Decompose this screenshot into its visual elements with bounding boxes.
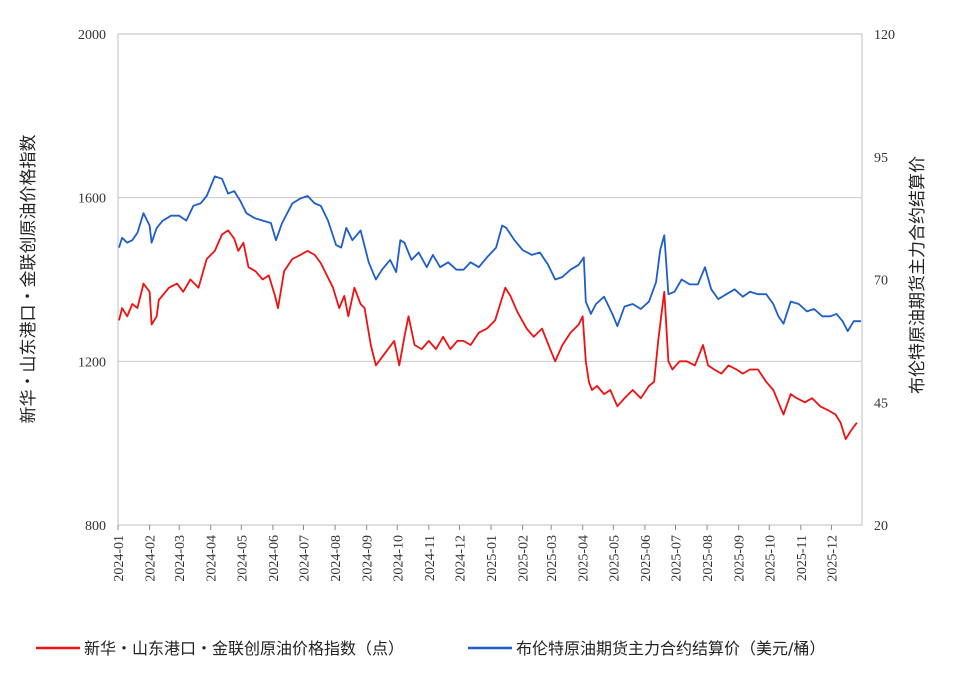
x-tick-label: 2024-06 [267, 535, 282, 582]
x-tick-label: 2024-09 [361, 535, 376, 582]
x-tick-label: 2025-08 [701, 535, 716, 582]
left-tick-label: 1600 [78, 192, 106, 207]
x-tick-label: 2025-11 [795, 535, 810, 581]
right-tick-label: 70 [874, 274, 888, 289]
x-tick-label: 2025-05 [607, 535, 622, 582]
right-axis-title: 布伦特原油期货主力合约结算价 [908, 156, 928, 394]
x-tick-label: 2024-12 [453, 535, 468, 582]
x-tick-label: 2025-03 [545, 535, 560, 582]
x-tick-label: 2024-07 [297, 535, 312, 582]
left-tick-label: 800 [85, 519, 106, 534]
x-tick-label: 2024-01 [112, 535, 127, 582]
x-axis-ticks: 2024-01 2024-02 2024-03 2024-04 2024-05 2024-… [112, 525, 840, 582]
series-line-index [118, 229, 858, 440]
x-tick-label: 2024-08 [329, 535, 344, 582]
x-tick-label: 2024-04 [205, 535, 220, 582]
left-axis-title: 新华・山东港口・金联创原油价格指数 [19, 135, 39, 424]
x-tick-label: 2025-07 [669, 535, 684, 582]
plot-area [117, 33, 863, 526]
legend-label-index: 新华・山东港口・金联创原油价格指数（点） [84, 639, 404, 658]
right-tick-label: 45 [874, 396, 888, 411]
right-tick-label: 120 [874, 28, 895, 43]
legend-label-brent: 布伦特原油期货主力合约结算价（美元/桶） [516, 639, 825, 658]
x-tick-label: 2024-10 [391, 535, 406, 582]
left-tick-label: 1200 [78, 355, 106, 370]
right-axis-ticks: 20 45 70 95 120 [874, 28, 895, 534]
gridlines [118, 197, 862, 362]
right-tick-label: 20 [874, 519, 888, 534]
x-tick-label: 2025-06 [639, 535, 654, 582]
x-tick-label: 2025-04 [577, 535, 592, 582]
x-tick-label: 2025-02 [517, 535, 532, 582]
x-tick-label: 2024-05 [235, 535, 250, 582]
legend: 新华・山东港口・金联创原油价格指数（点） 布伦特原油期货主力合约结算价（美元/桶… [36, 639, 825, 658]
left-axis-ticks: 800 1200 1600 2000 [78, 28, 106, 534]
series-line-brent [118, 175, 861, 332]
x-tick-label: 2025-01 [485, 535, 500, 582]
series-lines [118, 175, 861, 440]
x-tick-label: 2025-12 [825, 535, 840, 582]
x-tick-label: 2025-09 [733, 535, 748, 582]
x-tick-label: 2024-03 [173, 535, 188, 582]
left-tick-label: 2000 [78, 28, 106, 43]
x-tick-label: 2024-11 [423, 535, 438, 581]
x-tick-label: 2025-10 [763, 535, 778, 582]
right-tick-label: 95 [874, 151, 888, 166]
x-tick-label: 2024-02 [144, 535, 159, 582]
